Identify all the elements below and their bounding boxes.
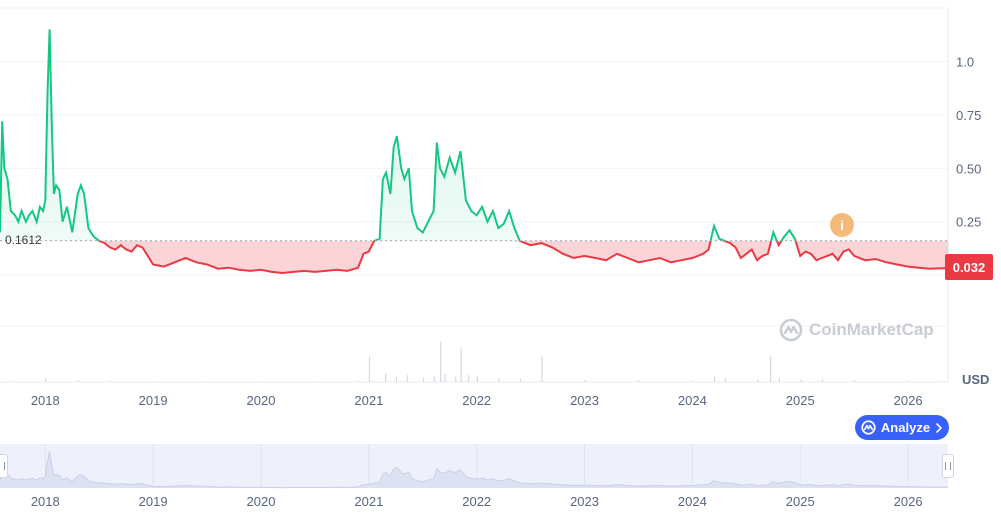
volume-bar <box>395 376 398 382</box>
volume-bar <box>45 377 47 382</box>
x-tick-label: 2024 <box>678 393 707 408</box>
volume-bar <box>800 379 802 382</box>
navigator-tick-label: 2021 <box>354 494 383 509</box>
volume-bar <box>854 380 856 382</box>
volume-bar <box>940 380 942 382</box>
volume-bar <box>757 379 759 382</box>
volume-bar <box>455 376 457 382</box>
navigator-right-handle[interactable] <box>942 454 954 478</box>
x-tick-label: 2026 <box>894 393 923 408</box>
price-area-below <box>0 240 948 273</box>
volume-bar <box>433 376 435 382</box>
volume-bar <box>12 380 15 382</box>
x-tick-label: 2022 <box>462 393 491 408</box>
navigator-tick-label: 2018 <box>31 494 60 509</box>
currency-unit-label: USD <box>962 372 990 387</box>
navigator-tick-label: 2019 <box>139 494 168 509</box>
navigator-left-handle[interactable] <box>0 454 8 478</box>
volume-bar <box>406 375 408 382</box>
volume-bar <box>368 356 371 382</box>
watermark: CoinMarketCap <box>779 318 934 342</box>
chevron-right-icon <box>936 422 943 433</box>
price-area-above <box>0 29 796 241</box>
volume-bar <box>110 380 112 382</box>
x-tick-label: 2023 <box>570 393 599 408</box>
navigator-tick-label: 2026 <box>894 494 923 509</box>
price-line-down <box>97 240 948 275</box>
volume-bar <box>692 380 694 382</box>
volume-bar <box>724 377 726 382</box>
y-tick-label: 0.25 <box>956 215 981 230</box>
volume-bar <box>770 356 772 382</box>
volume-bar <box>444 373 446 382</box>
volume-bar <box>314 381 317 382</box>
volume-bar <box>638 380 640 382</box>
x-tick-label: 2019 <box>139 393 168 408</box>
volume-bar <box>422 377 424 382</box>
coinmarketcap-logo-icon <box>779 318 803 342</box>
volume-bar <box>908 380 910 382</box>
x-tick-label: 2020 <box>247 393 276 408</box>
analyze-button[interactable]: Analyze <box>855 415 949 440</box>
y-tick-label: 0.50 <box>956 161 981 176</box>
volume-bar <box>77 380 79 382</box>
event-marker-icon[interactable]: i <box>830 213 854 237</box>
volume-bar <box>260 381 263 382</box>
x-tick-label: 2021 <box>354 393 383 408</box>
volume-bar <box>153 381 155 382</box>
volume-bar <box>584 379 586 382</box>
price-line-up <box>0 29 797 241</box>
x-tick-label: 2018 <box>31 393 60 408</box>
volume-bar <box>358 380 360 382</box>
navigator-tick-label: 2022 <box>462 494 491 509</box>
volume-bar <box>207 381 209 382</box>
event-marker-glyph: i <box>840 217 844 233</box>
analyze-button-label: Analyze <box>880 420 931 435</box>
volume-bar <box>541 356 543 382</box>
volume-bar <box>468 375 470 382</box>
navigator-area <box>0 451 948 488</box>
analyze-logo-icon <box>861 420 876 435</box>
volume-bar <box>460 347 462 382</box>
current-price-badge: 0.032 <box>945 254 993 280</box>
y-tick-label: 0.75 <box>956 108 981 123</box>
volume-bar <box>713 376 716 382</box>
volume-bar <box>778 377 780 382</box>
volume-bar <box>476 376 478 382</box>
volume-bar <box>498 377 500 382</box>
volume-bar <box>821 379 824 382</box>
navigator-tick-label: 2025 <box>786 494 815 509</box>
navigator-tick-label: 2024 <box>678 494 707 509</box>
navigator-line <box>0 451 948 489</box>
x-tick-label: 2025 <box>786 393 815 408</box>
navigator-tick-label: 2023 <box>570 494 599 509</box>
volume-bar <box>385 373 387 382</box>
navigator-tick-label: 2020 <box>247 494 276 509</box>
y-tick-label: 1.0 <box>956 54 974 69</box>
watermark-text: CoinMarketCap <box>809 320 934 339</box>
volume-bar <box>519 378 522 382</box>
volume-bar <box>440 342 442 382</box>
reference-price-label: 0.1612 <box>5 233 42 247</box>
